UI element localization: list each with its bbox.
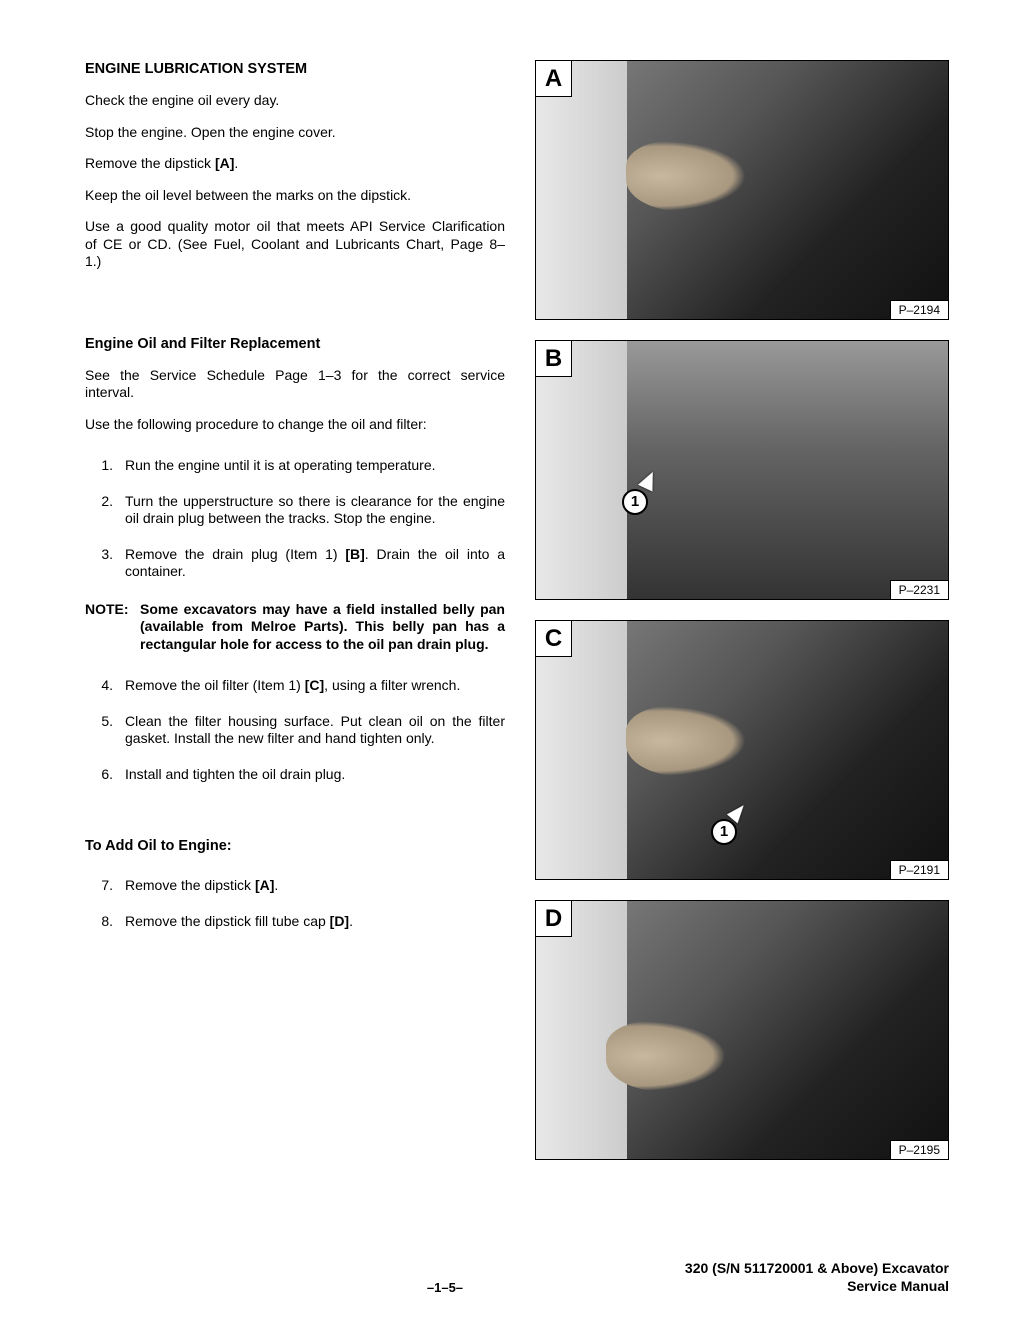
hand-graphic bbox=[626, 141, 746, 211]
text-column: ENGINE LUBRICATION SYSTEM Check the engi… bbox=[85, 60, 505, 1160]
step-text: Remove the oil filter (Item 1) [C], usin… bbox=[125, 677, 505, 695]
text: Remove the dipstick bbox=[85, 155, 215, 171]
text: . bbox=[234, 155, 238, 171]
figure-b: B 1 P–2231 bbox=[535, 340, 949, 600]
figure-column: A P–2194 B 1 P–2231 C 1 P–2191 D P–2195 bbox=[535, 60, 949, 1160]
figure-letter: A bbox=[536, 61, 572, 97]
subsection-heading: Engine Oil and Filter Replacement bbox=[85, 335, 505, 353]
paragraph: Use the following procedure to change th… bbox=[85, 416, 505, 434]
doc-title-line2: Service Manual bbox=[685, 1277, 949, 1295]
procedure-list: 4. Remove the oil filter (Item 1) [C], u… bbox=[85, 677, 505, 783]
section-heading: ENGINE LUBRICATION SYSTEM bbox=[85, 60, 505, 78]
step-number: 5. bbox=[85, 713, 125, 748]
step-number: 1. bbox=[85, 457, 125, 475]
callout-bubble: 1 bbox=[711, 819, 737, 845]
figure-c: C 1 P–2191 bbox=[535, 620, 949, 880]
hand-graphic bbox=[626, 706, 746, 776]
page-footer: –1–5– 320 (S/N 511720001 & Above) Excava… bbox=[85, 1259, 949, 1295]
figure-a: A P–2194 bbox=[535, 60, 949, 320]
step-number: 7. bbox=[85, 877, 125, 895]
photo-placeholder bbox=[536, 341, 948, 599]
paragraph: Stop the engine. Open the engine cover. bbox=[85, 124, 505, 142]
step-text: Turn the upperstructure so there is clea… bbox=[125, 493, 505, 528]
step-item: 8. Remove the dipstick fill tube cap [D]… bbox=[85, 913, 505, 931]
page-columns: ENGINE LUBRICATION SYSTEM Check the engi… bbox=[85, 60, 949, 1160]
figure-ref: [B] bbox=[345, 546, 364, 562]
step-item: 6. Install and tighten the oil drain plu… bbox=[85, 766, 505, 784]
paragraph: Remove the dipstick [A]. bbox=[85, 155, 505, 173]
step-number: 6. bbox=[85, 766, 125, 784]
figure-letter: C bbox=[536, 621, 572, 657]
paragraph: Use a good quality motor oil that meets … bbox=[85, 218, 505, 271]
figure-ref: [C] bbox=[305, 677, 324, 693]
figure-letter: D bbox=[536, 901, 572, 937]
step-item: 4. Remove the oil filter (Item 1) [C], u… bbox=[85, 677, 505, 695]
procedure-list: 7. Remove the dipstick [A]. 8. Remove th… bbox=[85, 877, 505, 930]
paragraph: See the Service Schedule Page 1–3 for th… bbox=[85, 367, 505, 402]
step-item: 5. Clean the filter housing surface. Put… bbox=[85, 713, 505, 748]
figure-ref: [A] bbox=[215, 155, 234, 171]
subsection-heading: To Add Oil to Engine: bbox=[85, 837, 505, 855]
figure-id: P–2194 bbox=[890, 300, 948, 319]
page-number: –1–5– bbox=[205, 1280, 685, 1295]
document-title: 320 (S/N 511720001 & Above) Excavator Se… bbox=[685, 1259, 949, 1295]
photo-placeholder bbox=[536, 61, 948, 319]
figure-id: P–2231 bbox=[890, 580, 948, 599]
paragraph: Keep the oil level between the marks on … bbox=[85, 187, 505, 205]
step-text: Clean the filter housing surface. Put cl… bbox=[125, 713, 505, 748]
step-text: Remove the drain plug (Item 1) [B]. Drai… bbox=[125, 546, 505, 581]
figure-letter: B bbox=[536, 341, 572, 377]
photo-placeholder bbox=[536, 901, 948, 1159]
figure-d: D P–2195 bbox=[535, 900, 949, 1160]
procedure-list: 1. Run the engine until it is at operati… bbox=[85, 457, 505, 581]
figure-ref: [D] bbox=[330, 913, 349, 929]
step-text: Remove the dipstick [A]. bbox=[125, 877, 505, 895]
paragraph: Check the engine oil every day. bbox=[85, 92, 505, 110]
doc-title-line1: 320 (S/N 511720001 & Above) Excavator bbox=[685, 1259, 949, 1277]
hand-graphic bbox=[606, 1021, 726, 1091]
step-item: 2. Turn the upperstructure so there is c… bbox=[85, 493, 505, 528]
step-text: Run the engine until it is at operating … bbox=[125, 457, 505, 475]
step-text: Install and tighten the oil drain plug. bbox=[125, 766, 505, 784]
step-number: 8. bbox=[85, 913, 125, 931]
step-item: 7. Remove the dipstick [A]. bbox=[85, 877, 505, 895]
note-body: Some excavators may have a field install… bbox=[140, 601, 505, 654]
step-number: 2. bbox=[85, 493, 125, 528]
step-item: 1. Run the engine until it is at operati… bbox=[85, 457, 505, 475]
photo-placeholder bbox=[536, 621, 948, 879]
callout-bubble: 1 bbox=[622, 489, 648, 515]
step-number: 3. bbox=[85, 546, 125, 581]
note-label: NOTE: bbox=[85, 601, 140, 654]
figure-ref: [A] bbox=[255, 877, 274, 893]
step-number: 4. bbox=[85, 677, 125, 695]
figure-id: P–2195 bbox=[890, 1140, 948, 1159]
step-item: 3. Remove the drain plug (Item 1) [B]. D… bbox=[85, 546, 505, 581]
note-block: NOTE: Some excavators may have a field i… bbox=[85, 601, 505, 654]
step-text: Remove the dipstick fill tube cap [D]. bbox=[125, 913, 505, 931]
figure-id: P–2191 bbox=[890, 860, 948, 879]
